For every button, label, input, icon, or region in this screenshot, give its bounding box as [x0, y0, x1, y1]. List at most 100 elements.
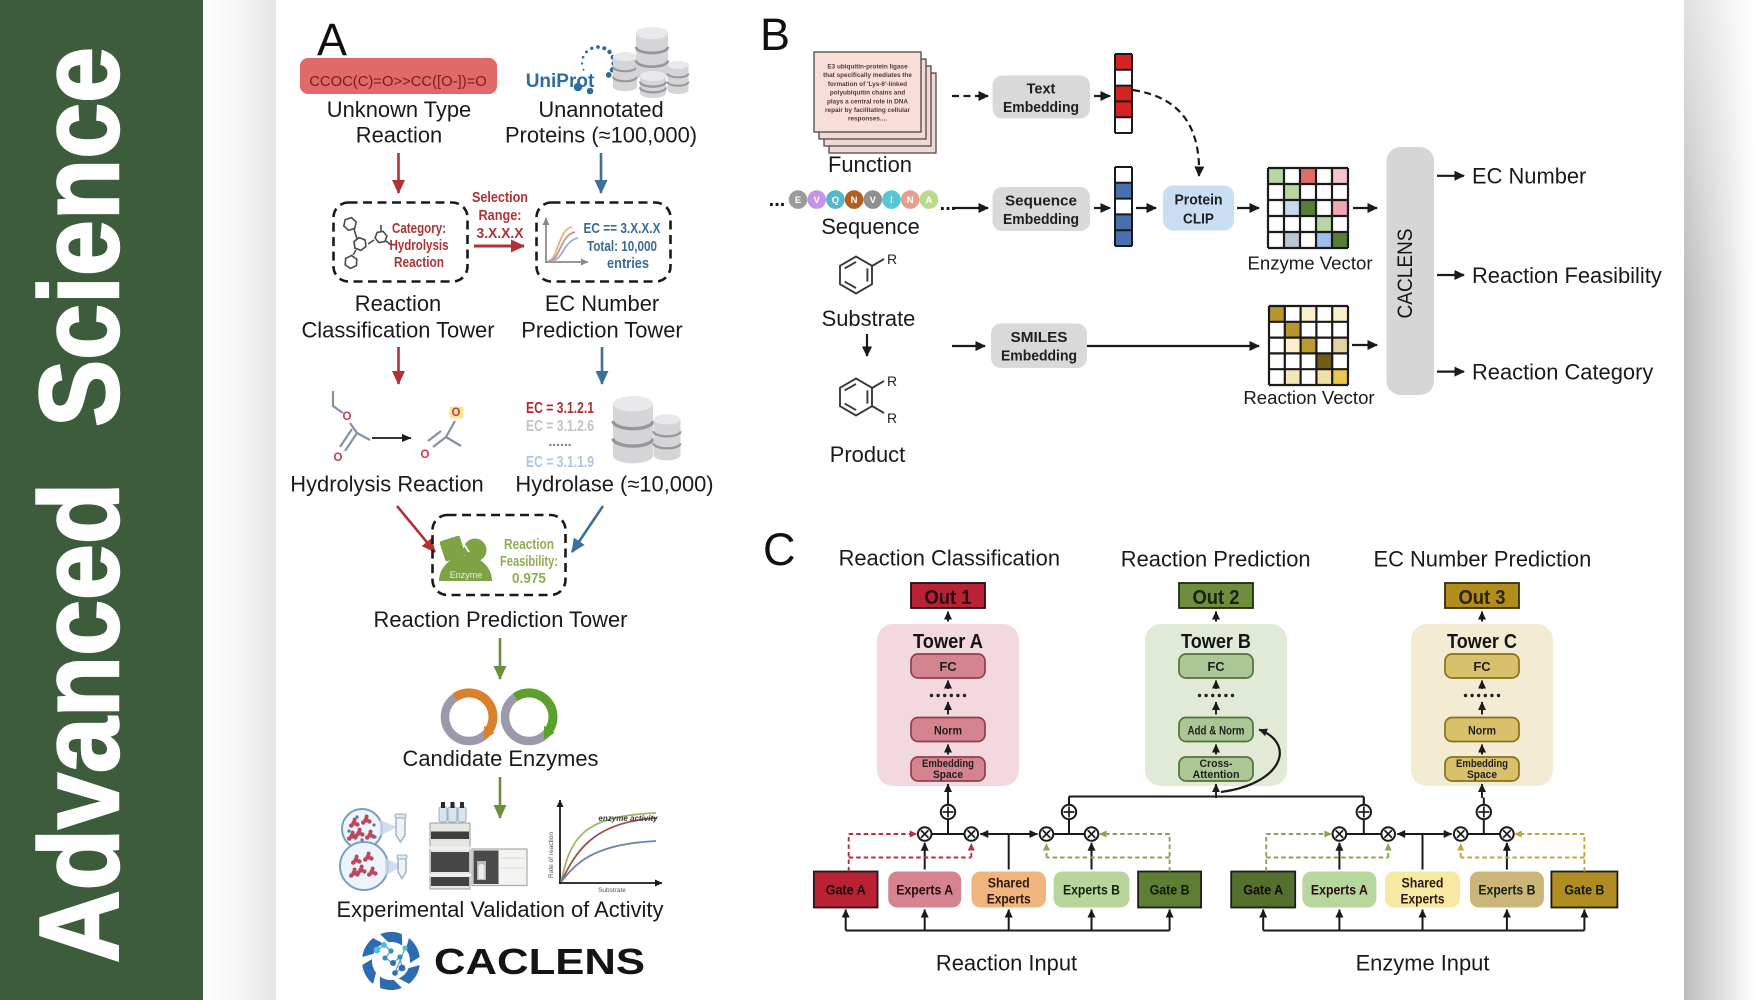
svg-text:polyubiquitin chains and: polyubiquitin chains and	[830, 90, 905, 97]
svg-text:C: C	[763, 524, 796, 575]
svg-text:EC Number: EC Number	[1472, 164, 1586, 189]
svg-text:Out 1: Out 1	[925, 587, 972, 609]
svg-text:Out 3: Out 3	[1459, 587, 1506, 609]
svg-text:CCOC(C)=O>>CC([O-])=O: CCOC(C)=O>>CC([O-])=O	[309, 74, 487, 90]
svg-text:CLIP: CLIP	[1183, 212, 1214, 228]
svg-text:Prediction Tower: Prediction Tower	[521, 318, 682, 343]
svg-text:Norm: Norm	[1468, 724, 1496, 738]
svg-text:Embedding: Embedding	[1001, 349, 1077, 365]
svg-text:Experts A: Experts A	[896, 882, 953, 898]
svg-text:O: O	[452, 407, 461, 419]
svg-text:Classification Tower: Classification Tower	[301, 318, 494, 343]
svg-text:V: V	[814, 195, 821, 206]
svg-text:Reaction: Reaction	[356, 123, 442, 148]
svg-text:O: O	[343, 411, 352, 423]
svg-text:Feasibility:: Feasibility:	[500, 553, 558, 570]
svg-text:Experts A: Experts A	[1311, 882, 1368, 898]
svg-text:Unknown Type: Unknown Type	[327, 97, 471, 122]
svg-text:Experts: Experts	[1401, 891, 1445, 907]
svg-text:Add & Norm: Add & Norm	[1188, 724, 1245, 738]
svg-text:FC: FC	[939, 659, 957, 674]
svg-text:Tower B: Tower B	[1181, 631, 1251, 653]
svg-text:Out 2: Out 2	[1193, 587, 1240, 609]
svg-text:I: I	[890, 195, 893, 206]
svg-text:Shared: Shared	[988, 875, 1030, 891]
svg-text:Enzyme Vector: Enzyme Vector	[1247, 253, 1372, 274]
svg-text:Embedding: Embedding	[1003, 100, 1079, 116]
svg-text:UniProt: UniProt	[526, 71, 595, 92]
svg-text:A: A	[317, 14, 347, 65]
svg-text:entries: entries	[607, 255, 649, 272]
svg-text:E3 ubiquitin-protein ligase: E3 ubiquitin-protein ligase	[827, 64, 908, 71]
svg-text:Reaction Feasibility: Reaction Feasibility	[1472, 263, 1662, 288]
svg-text:0.975: 0.975	[512, 570, 546, 587]
svg-text:Reaction Classification: Reaction Classification	[839, 546, 1060, 571]
svg-text:Product: Product	[830, 442, 905, 467]
svg-text:Category:: Category:	[392, 220, 446, 237]
svg-text:SMILES: SMILES	[1011, 330, 1068, 346]
svg-text:Substrate: Substrate	[822, 306, 916, 331]
svg-text:R: R	[887, 373, 897, 389]
svg-text:that specifically mediates the: that specifically mediates the	[823, 72, 912, 79]
svg-text:R: R	[887, 410, 897, 426]
svg-text:O: O	[421, 449, 430, 461]
svg-text:Reaction Category: Reaction Category	[1472, 360, 1653, 385]
svg-text:FC: FC	[1473, 659, 1491, 674]
svg-text:CACLENS: CACLENS	[1394, 229, 1417, 319]
svg-text:CACLENS: CACLENS	[434, 941, 645, 982]
svg-text:Attention: Attention	[1193, 769, 1240, 781]
svg-text:Proteins (≈100,000): Proteins (≈100,000)	[505, 123, 697, 148]
svg-text:...: ...	[769, 189, 786, 211]
svg-text:A: A	[925, 195, 932, 206]
svg-text:plays a central role in DNA: plays a central role in DNA	[827, 98, 908, 105]
svg-text:Enzyme: Enzyme	[450, 570, 483, 580]
svg-text:Space: Space	[933, 769, 963, 781]
svg-text:Function: Function	[828, 152, 912, 177]
svg-text:Gate B: Gate B	[1150, 882, 1190, 898]
svg-text:B: B	[760, 9, 790, 60]
svg-text:Gate B: Gate B	[1564, 882, 1604, 898]
svg-text:Hydrolase (≈10,000): Hydrolase (≈10,000)	[515, 472, 713, 497]
svg-text:Rate of reaction: Rate of reaction	[548, 832, 555, 878]
svg-text:Tower C: Tower C	[1447, 631, 1517, 653]
svg-text:Experimental Validation of Act: Experimental Validation of Activity	[337, 897, 664, 922]
svg-text:Gate A: Gate A	[826, 882, 866, 898]
svg-text:Reaction: Reaction	[504, 536, 554, 553]
svg-text:N: N	[907, 195, 914, 206]
svg-text:Experts: Experts	[987, 891, 1031, 907]
svg-text:Space: Space	[1467, 769, 1497, 781]
svg-text:Text: Text	[1027, 82, 1056, 98]
svg-text:EC Number Prediction: EC Number Prediction	[1374, 546, 1592, 571]
svg-text:Reaction Prediction: Reaction Prediction	[1121, 546, 1311, 571]
svg-text:enzyme activity: enzyme activity	[598, 814, 658, 823]
svg-text:3.X.X.X: 3.X.X.X	[477, 225, 524, 242]
svg-text:Reaction: Reaction	[355, 291, 441, 316]
svg-text:Advanced Science: Advanced Science	[17, 47, 142, 963]
svg-text:Enzyme Input: Enzyme Input	[1356, 950, 1490, 975]
svg-text:EC = 3.1.2.1: EC = 3.1.2.1	[526, 400, 594, 417]
svg-text:R: R	[887, 251, 897, 267]
svg-text:Reaction Vector: Reaction Vector	[1243, 387, 1374, 408]
svg-text:Candidate Enzymes: Candidate Enzymes	[403, 746, 599, 771]
svg-text:Unannotated: Unannotated	[538, 97, 663, 122]
svg-text:Hydrolysis Reaction: Hydrolysis Reaction	[290, 472, 483, 497]
svg-text:EC Number: EC Number	[545, 291, 659, 316]
svg-text:Reaction Input: Reaction Input	[936, 950, 1077, 975]
svg-text:Experts B: Experts B	[1063, 882, 1120, 898]
svg-text:Sequence: Sequence	[821, 214, 920, 239]
svg-text:Reaction: Reaction	[394, 254, 444, 271]
svg-text:...: ...	[940, 193, 957, 215]
svg-text:Gate A: Gate A	[1243, 882, 1283, 898]
svg-text:FC: FC	[1207, 659, 1225, 674]
svg-text:Cross-: Cross-	[1200, 758, 1233, 770]
svg-text:Embedding: Embedding	[1003, 212, 1079, 228]
svg-text:formation of 'Lys-6'-linked: formation of 'Lys-6'-linked	[828, 81, 907, 88]
svg-text:Q: Q	[832, 195, 839, 206]
svg-text:Substrate: Substrate	[598, 887, 626, 894]
svg-text:Protein: Protein	[1175, 193, 1223, 209]
svg-text:Total: 10,000: Total: 10,000	[587, 238, 657, 255]
svg-text:Range:: Range:	[479, 207, 522, 224]
svg-text:EC = 3.1.2.6: EC = 3.1.2.6	[526, 418, 594, 435]
svg-text:O: O	[334, 452, 343, 464]
svg-text:N: N	[851, 195, 858, 206]
